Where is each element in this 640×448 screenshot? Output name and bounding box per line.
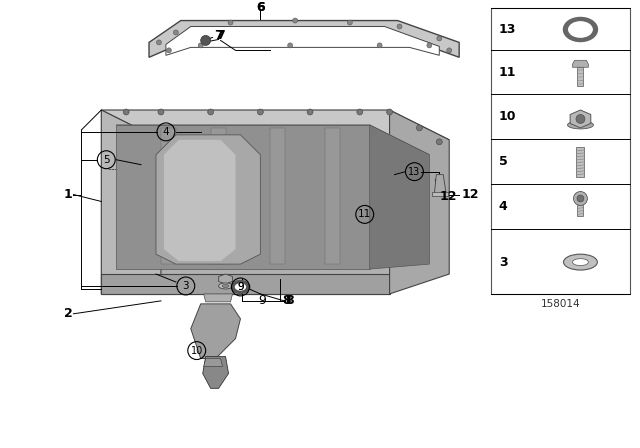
Polygon shape (149, 21, 459, 57)
Circle shape (292, 18, 298, 23)
Polygon shape (491, 8, 630, 294)
Text: 8: 8 (282, 294, 291, 307)
Text: 1: 1 (63, 188, 72, 201)
Polygon shape (156, 135, 260, 264)
Ellipse shape (573, 258, 588, 266)
Circle shape (427, 43, 432, 48)
Circle shape (436, 139, 442, 145)
Text: 12: 12 (461, 188, 479, 201)
Polygon shape (166, 26, 439, 56)
Polygon shape (101, 110, 449, 140)
Ellipse shape (570, 22, 591, 36)
Text: 158014: 158014 (541, 299, 580, 309)
Polygon shape (204, 294, 232, 302)
Circle shape (437, 36, 442, 41)
Ellipse shape (222, 284, 229, 288)
Text: 11: 11 (358, 209, 371, 220)
Circle shape (377, 43, 382, 48)
Polygon shape (435, 175, 446, 194)
Text: 3: 3 (182, 281, 189, 291)
Polygon shape (573, 60, 588, 67)
Circle shape (228, 20, 233, 25)
Polygon shape (577, 67, 584, 86)
Circle shape (307, 109, 313, 115)
Text: 3: 3 (499, 256, 508, 269)
Text: 13: 13 (499, 23, 516, 36)
Circle shape (573, 192, 588, 206)
Text: 7: 7 (214, 29, 223, 42)
Text: 5: 5 (103, 155, 109, 165)
Text: 11: 11 (499, 66, 516, 79)
Text: 2: 2 (63, 307, 72, 320)
Text: 4: 4 (163, 127, 169, 137)
Circle shape (123, 109, 129, 115)
Circle shape (257, 109, 263, 115)
Ellipse shape (219, 283, 232, 289)
Circle shape (156, 40, 161, 45)
Ellipse shape (236, 284, 246, 290)
Text: 13: 13 (408, 167, 420, 177)
Text: 10: 10 (191, 345, 203, 356)
Polygon shape (211, 128, 225, 264)
Text: 9: 9 (237, 282, 244, 292)
Circle shape (577, 195, 584, 202)
Polygon shape (325, 128, 340, 264)
Polygon shape (433, 192, 448, 197)
Text: 4: 4 (499, 200, 508, 213)
Text: 9: 9 (237, 282, 244, 292)
Polygon shape (101, 110, 390, 294)
Text: 8: 8 (285, 294, 294, 307)
Polygon shape (191, 304, 241, 358)
Circle shape (417, 125, 422, 131)
Polygon shape (390, 110, 449, 294)
Polygon shape (219, 274, 232, 284)
Text: 6: 6 (256, 1, 265, 14)
Polygon shape (570, 110, 591, 128)
Text: 5: 5 (499, 155, 508, 168)
Text: 9: 9 (259, 294, 266, 307)
Polygon shape (370, 125, 429, 269)
Polygon shape (270, 128, 285, 264)
Ellipse shape (568, 121, 593, 129)
Circle shape (166, 48, 172, 53)
Polygon shape (203, 357, 228, 388)
Polygon shape (116, 125, 429, 155)
Text: 7: 7 (216, 29, 225, 42)
Circle shape (397, 24, 402, 29)
Polygon shape (577, 206, 584, 216)
Text: 12: 12 (439, 190, 457, 203)
Circle shape (576, 115, 585, 124)
Ellipse shape (564, 254, 597, 270)
Text: 10: 10 (499, 111, 516, 124)
Circle shape (173, 30, 179, 35)
Circle shape (201, 35, 211, 45)
Polygon shape (204, 358, 223, 366)
Circle shape (288, 43, 292, 48)
Polygon shape (164, 140, 236, 261)
Polygon shape (101, 110, 161, 294)
Circle shape (387, 109, 392, 115)
Polygon shape (101, 274, 390, 294)
Circle shape (198, 43, 203, 48)
Circle shape (356, 109, 363, 115)
Circle shape (447, 48, 452, 53)
Text: 6: 6 (256, 1, 265, 14)
Circle shape (207, 109, 214, 115)
Circle shape (348, 20, 352, 25)
Circle shape (158, 109, 164, 115)
Polygon shape (577, 147, 584, 177)
Polygon shape (116, 125, 370, 269)
Polygon shape (161, 128, 176, 264)
